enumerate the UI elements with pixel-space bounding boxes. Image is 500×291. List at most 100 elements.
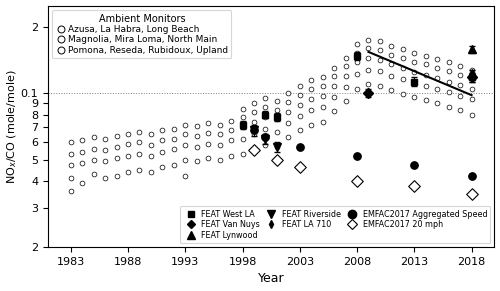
Point <box>67 176 75 181</box>
Point <box>136 140 143 144</box>
Point <box>101 176 109 181</box>
Point <box>433 66 441 70</box>
Point <box>158 165 166 170</box>
Point <box>353 60 361 65</box>
Point <box>468 174 475 178</box>
Point <box>216 132 224 137</box>
Point <box>342 84 349 89</box>
Point <box>90 146 98 151</box>
Point <box>273 129 281 134</box>
Point <box>364 37 372 42</box>
Point <box>147 169 155 174</box>
Point <box>78 181 86 186</box>
Point <box>90 135 98 140</box>
Point <box>262 104 270 109</box>
Point <box>227 128 235 132</box>
Point <box>353 179 361 183</box>
Point <box>170 146 178 151</box>
Point <box>433 101 441 106</box>
Point <box>78 150 86 155</box>
Point <box>468 191 475 196</box>
X-axis label: Year: Year <box>258 272 284 285</box>
Legend: FEAT West LA, FEAT Van Nuys, FEAT Lynwood, FEAT Riverside, FEAT LA 710, EMFAC201: FEAT West LA, FEAT Van Nuys, FEAT Lynwoo… <box>180 207 490 243</box>
Point <box>204 141 212 146</box>
Point <box>388 73 396 78</box>
Point <box>433 57 441 61</box>
Point <box>182 157 190 162</box>
Point <box>124 153 132 158</box>
Point <box>468 97 475 102</box>
Point <box>284 135 292 140</box>
Point <box>262 126 270 131</box>
Point <box>170 136 178 141</box>
Point <box>410 163 418 168</box>
Point <box>227 153 235 158</box>
Point <box>250 146 258 151</box>
Point <box>444 69 452 73</box>
Point <box>227 138 235 143</box>
Point <box>330 66 338 70</box>
Point <box>101 148 109 153</box>
Point <box>456 108 464 112</box>
Point <box>422 53 430 58</box>
Point <box>238 136 246 141</box>
Point <box>342 99 349 104</box>
Point <box>204 121 212 126</box>
Point <box>147 143 155 148</box>
Point <box>158 138 166 143</box>
Point <box>318 75 326 80</box>
Point <box>444 90 452 95</box>
Point <box>388 53 396 57</box>
Point <box>296 93 304 97</box>
Point <box>273 145 281 149</box>
Point <box>238 115 246 119</box>
Point <box>250 110 258 115</box>
Point <box>262 135 270 140</box>
Point <box>318 120 326 124</box>
Point <box>353 50 361 55</box>
Point <box>468 67 475 72</box>
Point <box>422 62 430 67</box>
Point <box>124 169 132 174</box>
Point <box>238 107 246 111</box>
Point <box>238 152 246 156</box>
Point <box>273 108 281 112</box>
Point <box>376 57 384 62</box>
Point <box>284 100 292 104</box>
Point <box>182 122 190 127</box>
Point <box>296 128 304 132</box>
Point <box>158 128 166 132</box>
Point <box>90 172 98 176</box>
Point <box>456 83 464 87</box>
Point <box>330 84 338 88</box>
Point <box>112 174 120 178</box>
Point <box>410 183 418 188</box>
Point <box>273 157 281 162</box>
Point <box>307 86 315 91</box>
Point <box>410 70 418 74</box>
Point <box>388 62 396 67</box>
Point <box>353 72 361 77</box>
Point <box>342 64 349 68</box>
Point <box>364 67 372 72</box>
Point <box>284 121 292 126</box>
Point <box>182 143 190 148</box>
Point <box>182 174 190 178</box>
Point <box>284 110 292 115</box>
Point <box>376 69 384 73</box>
Point <box>227 118 235 123</box>
Point <box>90 157 98 162</box>
Point <box>353 86 361 91</box>
Point <box>250 101 258 106</box>
Point <box>273 117 281 122</box>
Point <box>444 104 452 109</box>
Point <box>204 131 212 135</box>
Point <box>342 55 349 60</box>
Point <box>410 51 418 56</box>
Point <box>468 76 475 81</box>
Point <box>112 134 120 138</box>
Point <box>101 159 109 164</box>
Point <box>112 155 120 160</box>
Point <box>399 66 407 70</box>
Point <box>307 108 315 112</box>
